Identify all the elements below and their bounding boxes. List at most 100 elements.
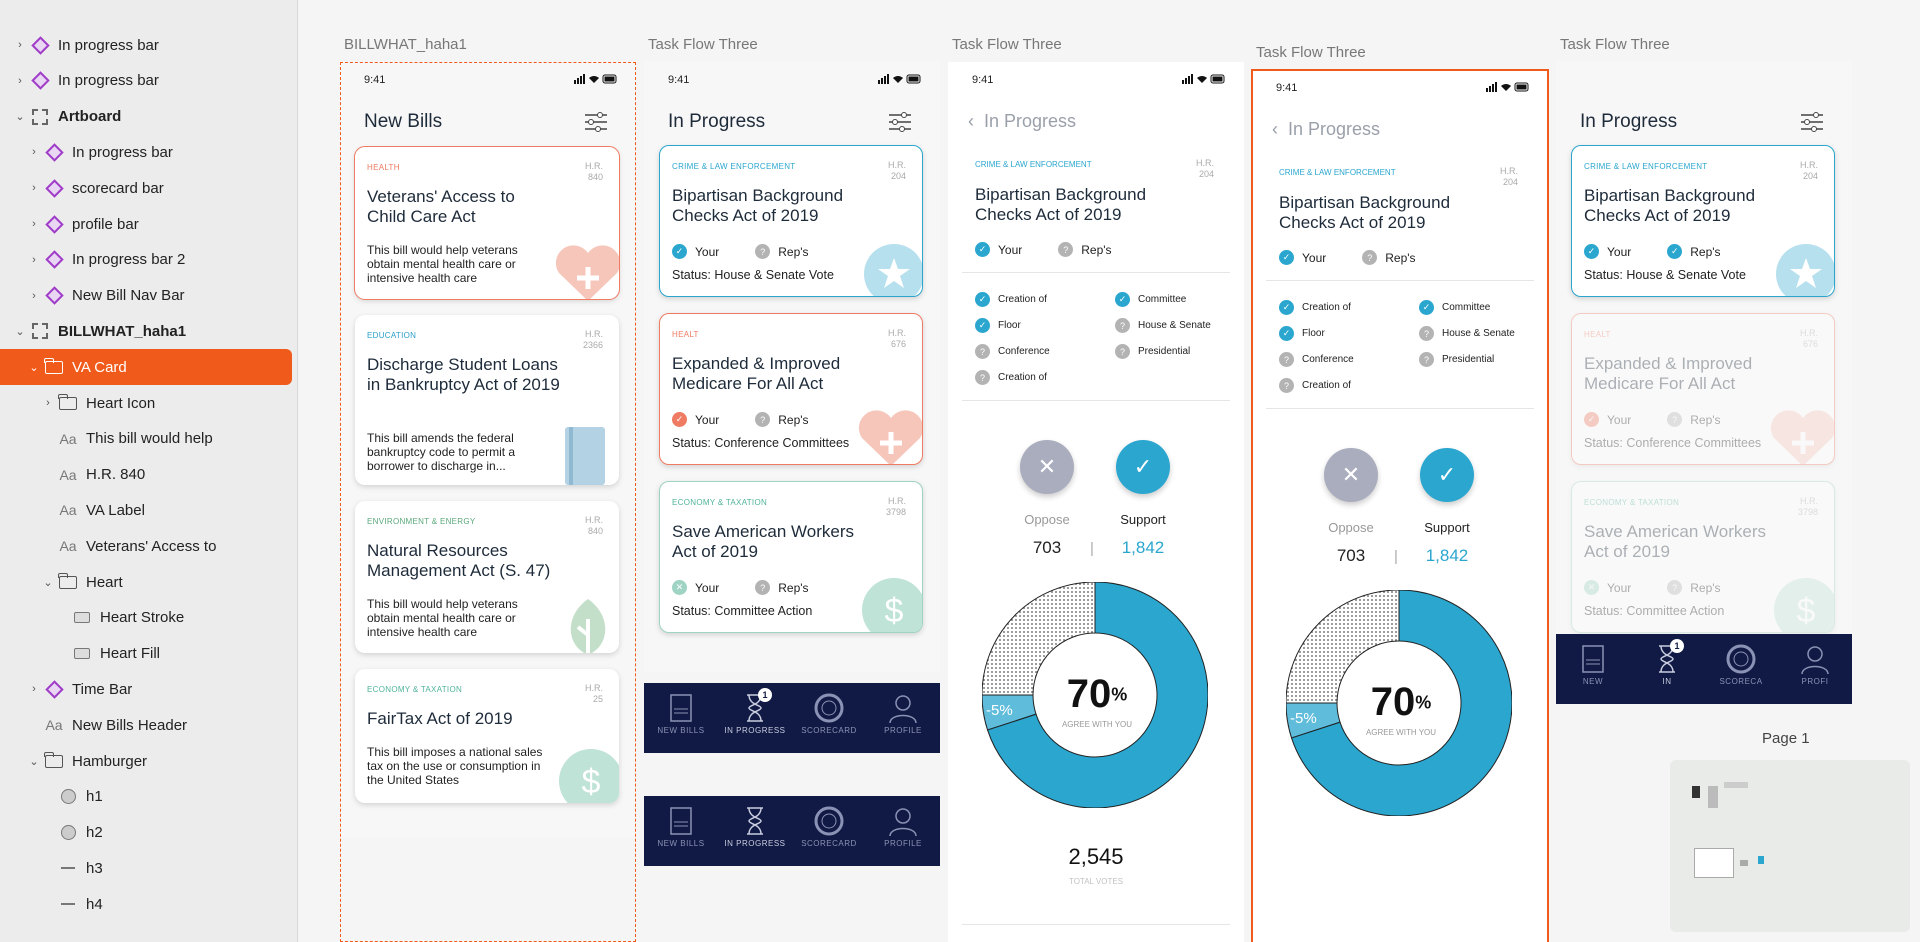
support-label: Support <box>1424 520 1470 535</box>
nav-item-in-progress[interactable]: IN PROGRESS 1 <box>724 688 786 735</box>
layer-row[interactable]: › scorecard bar <box>0 170 297 206</box>
nav-item-scorecard[interactable]: SCORECARD <box>792 796 866 866</box>
layer-label: h2 <box>86 824 103 842</box>
layer-row[interactable]: ⌄ Hamburger <box>0 743 297 779</box>
chevron-right-icon[interactable]: › <box>32 683 36 696</box>
design-canvas[interactable]: BILLWHAT_haha1 Task Flow Three Task Flow… <box>299 0 1920 942</box>
chevron-down-icon[interactable]: ⌄ <box>15 325 25 338</box>
chevron-right-icon[interactable]: › <box>32 289 36 302</box>
filter-icon[interactable] <box>1800 112 1824 132</box>
layer-row[interactable]: h4 <box>0 886 297 922</box>
artboard-title-task-flow-3[interactable]: Task Flow Three <box>1256 44 1366 61</box>
layer-row[interactable]: › Heart Icon <box>0 385 297 421</box>
bill-status: Status: Committee Action <box>1584 604 1725 618</box>
back-button[interactable]: ‹ In Progress <box>1272 119 1381 139</box>
bill-card-student-loans[interactable]: EDUCATION H.R. 2366 Discharge Student Loa… <box>355 315 619 485</box>
layer-row[interactable]: h2 <box>0 815 297 851</box>
text-layer-icon: Aa <box>59 466 77 483</box>
support-button[interactable]: ✓ <box>1116 440 1170 494</box>
artboard-detail-1[interactable]: 9:41 ‹ In Progress CRIME & LAW ENFORCEME… <box>948 62 1244 942</box>
layer-row[interactable]: Heart Stroke <box>0 600 297 636</box>
disagree-slice <box>1286 590 1400 704</box>
chevron-down-icon[interactable]: ⌄ <box>15 111 25 124</box>
support-button[interactable]: ✓ <box>1420 448 1474 502</box>
chevron-right-icon[interactable]: › <box>46 397 50 409</box>
layer-row[interactable]: › In progress bar <box>0 63 297 99</box>
artboard-title-task-flow-1[interactable]: Task Flow Three <box>648 36 758 53</box>
layer-row[interactable]: ⌄ BILLWHAT_haha1 <box>0 313 297 349</box>
artboard-title-task-flow-4[interactable]: Task Flow Three <box>1560 36 1670 53</box>
layer-row[interactable]: Aa VA Label <box>0 492 297 528</box>
layer-row[interactable]: Aa This bill would help <box>0 421 297 457</box>
bill-card-veterans[interactable]: HEALTH H.R. 840 Veterans' Access to Child… <box>354 146 620 300</box>
nav-item-new-bills[interactable]: NEW BILLS <box>644 796 718 866</box>
line-icon <box>58 858 78 878</box>
progress-card-background-checks[interactable]: CRIME & LAW ENFORCEMENT H.R. 204 Bipartis… <box>659 145 923 297</box>
hourglass-icon <box>1659 645 1675 673</box>
artboard-title-billwhat[interactable]: BILLWHAT_haha1 <box>344 36 467 53</box>
nav-item-scorecard[interactable]: SCORECA <box>1704 634 1778 704</box>
layer-label: In progress bar 2 <box>72 251 186 269</box>
layer-row[interactable]: Aa New Bills Header <box>0 707 297 743</box>
layer-row[interactable]: ⌄ Heart <box>0 564 297 600</box>
oppose-button[interactable]: ✕ <box>1020 440 1074 494</box>
nav-item-scorecard[interactable]: SCORECARD <box>792 683 866 753</box>
layer-row[interactable]: Aa H.R. 840 <box>0 457 297 493</box>
oppose-button[interactable]: ✕ <box>1324 448 1378 502</box>
chevron-right-icon[interactable]: › <box>32 253 36 266</box>
nav-item-profile[interactable]: PROFILE <box>866 683 940 753</box>
category-label: HEALTH <box>367 163 400 172</box>
layer-row[interactable]: › In progress bar <box>0 27 297 63</box>
artboard-title-task-flow-2[interactable]: Task Flow Three <box>952 36 1062 53</box>
artboard-detail-2[interactable]: 9:41 ‹ In Progress CRIME & LAW ENFORCEME… <box>1252 70 1548 942</box>
progress-card-background-checks[interactable]: CRIME & LAW ENFORCEMENT H.R. 204 Bipartis… <box>1571 145 1835 297</box>
filter-icon[interactable] <box>888 112 912 132</box>
progress-card-save-american-workers[interactable]: ECONOMY & TAXATION H.R. 3798 Save America… <box>1571 481 1835 633</box>
artboard-in-progress[interactable]: 9:41 In Progress CRIME & LAW ENFORCEMENT… <box>644 62 940 672</box>
bill-card-fairtax[interactable]: ECONOMY & TAXATION H.R. 25 FairTax Act of… <box>355 669 619 803</box>
chevron-right-icon[interactable]: › <box>32 218 36 230</box>
chevron-down-icon[interactable]: ⌄ <box>43 576 53 589</box>
vote-row: ✕ Your ? Rep's <box>1584 580 1721 595</box>
layer-row[interactable]: › In progress bar <box>0 134 297 170</box>
chevron-down-icon[interactable]: ⌄ <box>29 755 39 768</box>
layer-row[interactable]: ⌄ VA Card <box>0 349 292 386</box>
artboard-in-progress-overlay[interactable]: In Progress CRIME & LAW ENFORCEMENT H.R.… <box>1556 62 1852 634</box>
progress-card-medicare[interactable]: HEALT H.R. 676 Expanded & Improved Medica… <box>1571 313 1835 465</box>
nav-item-in-progress[interactable]: IN PROGRESS <box>718 796 792 866</box>
layer-row[interactable]: › profile bar <box>0 206 297 242</box>
minimap[interactable] <box>1670 760 1910 932</box>
nav-item-profile[interactable]: PROFI <box>1778 634 1852 704</box>
nav-item-profile[interactable]: PROFILE <box>866 796 940 866</box>
nav-item-in[interactable]: IN 1 <box>1630 634 1704 704</box>
layer-row[interactable]: h3 <box>0 850 297 886</box>
component-icon <box>44 142 64 162</box>
chevron-right-icon[interactable]: › <box>18 39 22 51</box>
progress-card-save-american-workers[interactable]: ECONOMY & TAXATION H.R. 3798 Save America… <box>659 481 923 633</box>
layer-row[interactable]: › In progress bar 2 <box>0 242 297 278</box>
nav-item-new[interactable]: NEW <box>1556 634 1630 704</box>
layer-row[interactable]: › Time Bar <box>0 671 297 707</box>
police-badge-icon <box>864 244 922 296</box>
step-presidential: ? Presidential <box>1115 344 1190 359</box>
category-label: ENVIRONMENT & ENERGY <box>367 517 476 526</box>
leaf-icon <box>570 599 606 653</box>
scorecard-icon <box>814 693 844 723</box>
page-label[interactable]: Page 1 <box>1762 730 1810 747</box>
layer-row[interactable]: Heart Fill <box>0 636 297 672</box>
back-button[interactable]: ‹ In Progress <box>968 111 1077 131</box>
chevron-right-icon[interactable]: › <box>32 182 36 195</box>
chevron-right-icon[interactable]: › <box>18 74 22 87</box>
layer-row[interactable]: h1 <box>0 779 297 815</box>
layer-row[interactable]: ⌄ Artboard <box>0 99 297 135</box>
bill-card-natural-resources[interactable]: ENVIRONMENT & ENERGY H.R. 840 Natural Res… <box>355 501 619 653</box>
chevron-down-icon[interactable]: ⌄ <box>29 361 39 374</box>
filter-icon[interactable] <box>584 112 608 132</box>
status-time: 9:41 <box>1276 82 1298 94</box>
artboard-new-bills[interactable]: 9:41 New Bills HEALTH H.R. 840 Veterans' … <box>340 62 636 837</box>
chevron-right-icon[interactable]: › <box>32 146 36 159</box>
nav-item-new-bills[interactable]: NEW BILLS <box>644 683 718 753</box>
layer-row[interactable]: › New Bill Nav Bar <box>0 278 297 314</box>
layer-row[interactable]: Aa Veterans' Access to <box>0 528 297 564</box>
progress-card-medicare[interactable]: HEALT H.R. 676 Expanded & Improved Medica… <box>659 313 923 465</box>
